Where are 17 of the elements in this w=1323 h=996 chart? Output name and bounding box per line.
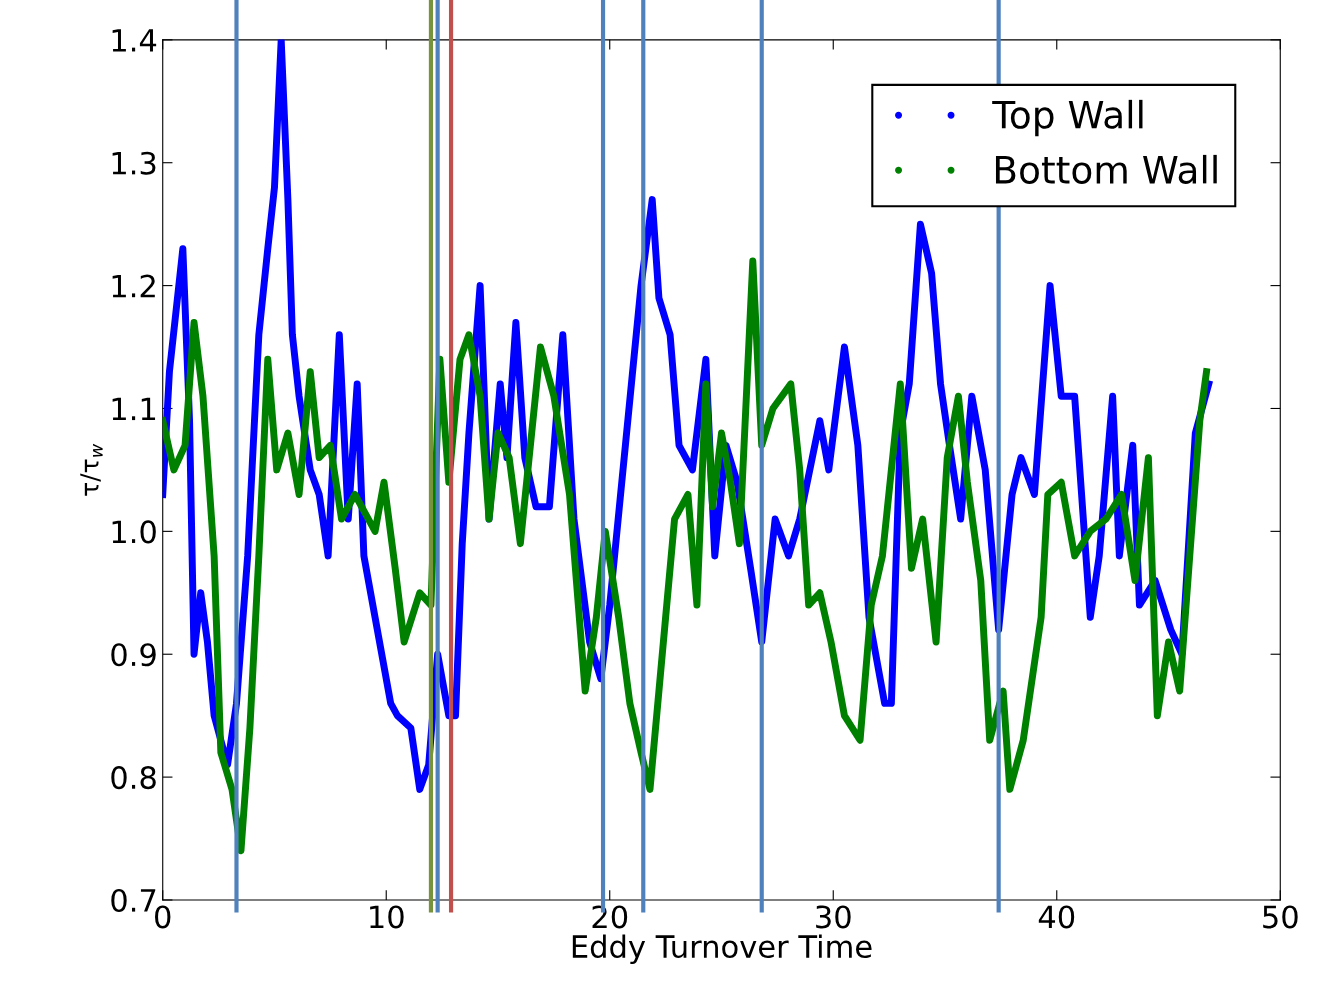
y-tick-label: 0.9	[111, 643, 156, 667]
legend-label: Bottom Wall	[995, 154, 1217, 184]
x-tick-label: 10	[370, 905, 404, 929]
y-tick-label: 0.7	[111, 888, 156, 913]
x-tick-label: 0	[155, 905, 171, 929]
x-axis-title: Eddy Turnover Time	[572, 934, 872, 964]
y-axis-title: τ/τ$_{w}$	[80, 443, 103, 496]
legend-label: Top Wall	[992, 99, 1143, 137]
y-tick-label: 1.2	[112, 274, 155, 298]
y-tick-label: 1.3	[112, 151, 156, 175]
y-tick-label: 0.8	[111, 766, 156, 790]
x-tick-label: 30	[816, 905, 851, 929]
x-tick-label: 50	[1263, 905, 1298, 929]
x-tick-label: 40	[1038, 905, 1075, 929]
y-tick-label: 1.0	[112, 520, 156, 544]
y-tick-label: 1.4	[112, 29, 157, 52]
y-tick-label: 1.1	[112, 397, 156, 421]
